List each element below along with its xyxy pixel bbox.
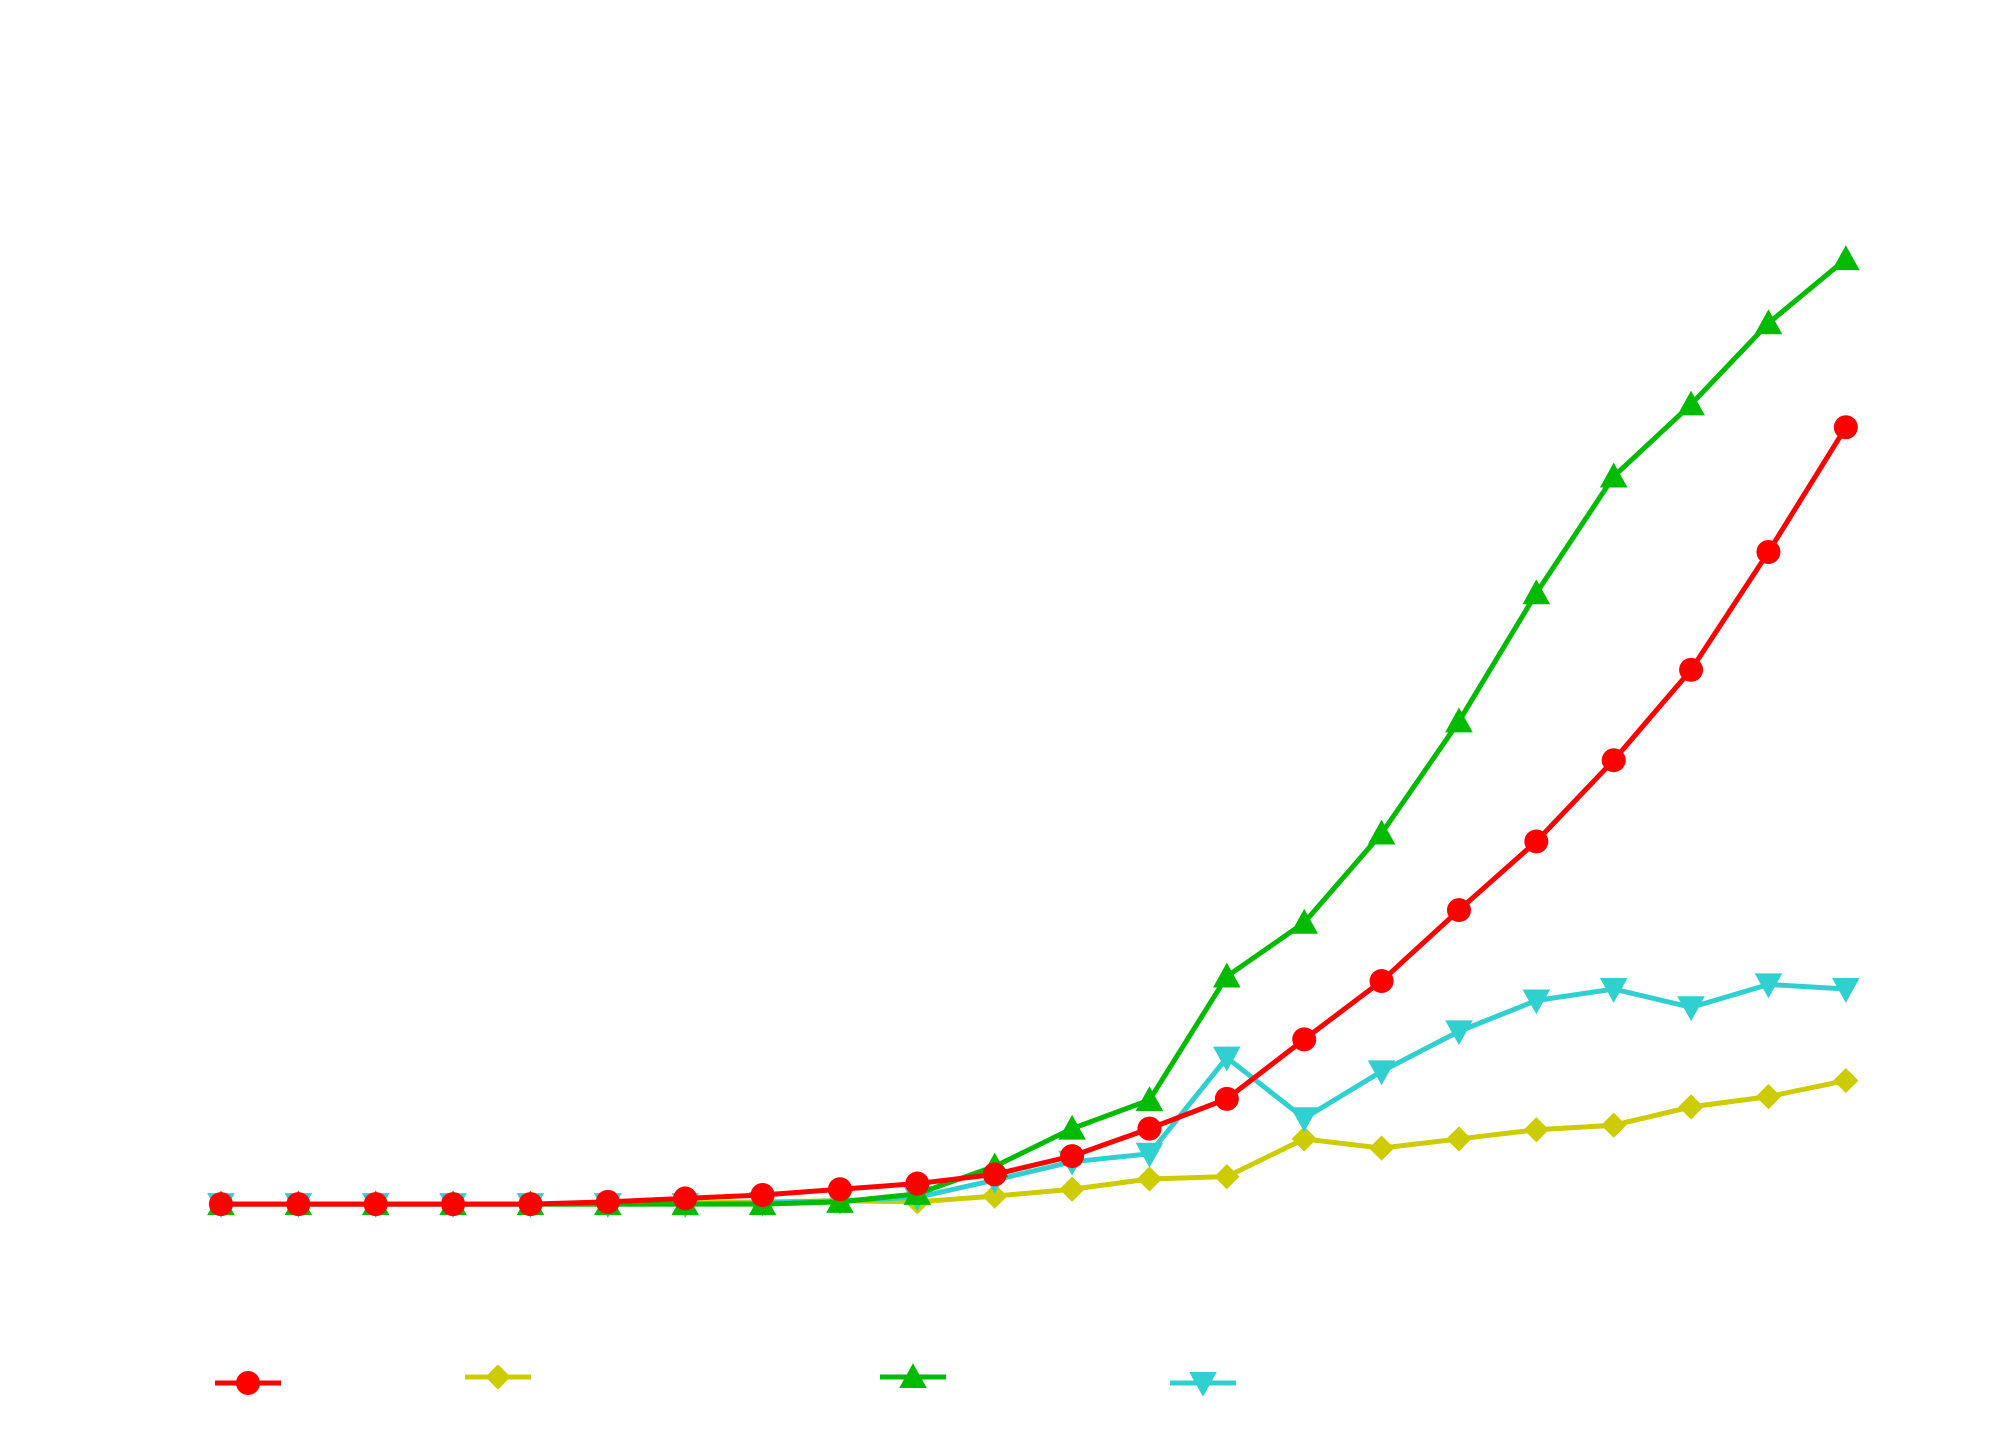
series-1-point-10: [905, 1171, 930, 1196]
series-3-point-21: [1754, 309, 1783, 335]
series-2-point-15: [1291, 1126, 1317, 1152]
legend-marker-4: [1189, 1371, 1217, 1397]
series-1-point-15: [1292, 1027, 1317, 1052]
series-2-point-17: [1446, 1126, 1472, 1152]
series-1-point-5: [518, 1192, 543, 1217]
series-1-point-20: [1679, 657, 1704, 682]
series-2-point-18: [1523, 1117, 1549, 1143]
series-3-point-19: [1599, 462, 1628, 488]
series-3-point-14: [1213, 962, 1241, 988]
series-1-point-19: [1601, 748, 1626, 773]
series-2-line: [220, 1078, 1847, 1207]
series-4-point-17: [1445, 1020, 1473, 1046]
series-1-point-3: [363, 1192, 388, 1217]
series-1-point-21: [1756, 539, 1781, 564]
series-1-point-9: [827, 1177, 852, 1202]
series-3: [207, 245, 1860, 1216]
series-4-line: [220, 981, 1846, 1207]
series-1-point-18: [1524, 829, 1549, 854]
series-4-point-14: [1213, 1046, 1241, 1072]
series-4-point-20: [1677, 996, 1705, 1022]
series-2-point-20: [1678, 1094, 1704, 1120]
series-2-point-11: [982, 1183, 1008, 1209]
legend-entry-1: [215, 1371, 281, 1395]
series-2-point-12: [1059, 1176, 1085, 1202]
series-4-point-16: [1367, 1060, 1396, 1086]
series-1-point-2: [286, 1192, 311, 1217]
series-4-point-13: [1135, 1142, 1164, 1168]
series-4-point-15: [1290, 1107, 1319, 1133]
series-3-line: [220, 257, 1848, 1207]
legend: [215, 1363, 1236, 1397]
series-2-point-13: [1136, 1166, 1163, 1192]
series-1-point-17: [1446, 898, 1471, 923]
series-3-point-12: [1058, 1114, 1086, 1140]
series-1-point-8: [750, 1182, 775, 1207]
legend-marker-2: [485, 1364, 511, 1390]
series-2-point-19: [1601, 1112, 1627, 1138]
series-3-point-16: [1367, 819, 1396, 845]
legend-marker-3: [899, 1363, 927, 1389]
series-3-point-13: [1135, 1086, 1164, 1112]
series-4: [207, 973, 1860, 1218]
series-1: [208, 415, 1858, 1217]
series-3-point-22: [1832, 245, 1860, 271]
series-1-point-16: [1369, 969, 1394, 994]
series-4-point-21: [1754, 973, 1783, 999]
legend-entry-3: [880, 1363, 946, 1389]
series-2-point-14: [1214, 1164, 1240, 1190]
series-4-point-22: [1832, 978, 1860, 1003]
series-1-point-11: [982, 1162, 1007, 1187]
series-1-point-14: [1214, 1086, 1239, 1111]
series-1-point-1: [208, 1192, 233, 1217]
series-3-point-18: [1522, 579, 1551, 605]
series-1-point-13: [1137, 1116, 1162, 1141]
series-1-line: [220, 425, 1848, 1207]
series-4-point-19: [1599, 978, 1628, 1003]
series-3-point-15: [1290, 908, 1319, 934]
series-layer: [207, 245, 1860, 1218]
legend-marker-1: [236, 1371, 260, 1395]
series-2-point-21: [1755, 1083, 1782, 1110]
series-1-point-22: [1833, 415, 1858, 440]
series-1-point-6: [595, 1189, 620, 1214]
series-2-point-22: [1833, 1067, 1859, 1094]
legend-entry-2: [465, 1364, 531, 1390]
series-3-point-17: [1445, 707, 1473, 733]
series-2-point-16: [1368, 1135, 1395, 1161]
legend-entry-4: [1170, 1371, 1236, 1397]
series-4-point-18: [1522, 989, 1551, 1015]
series-1-point-7: [673, 1186, 698, 1211]
series-1-point-4: [441, 1192, 466, 1217]
series-3-point-20: [1677, 390, 1705, 416]
series-1-point-12: [1060, 1144, 1085, 1169]
